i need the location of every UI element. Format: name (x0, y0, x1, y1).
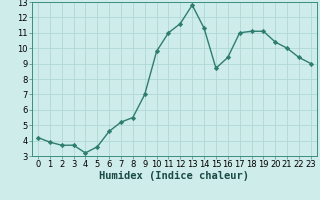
X-axis label: Humidex (Indice chaleur): Humidex (Indice chaleur) (100, 171, 249, 181)
